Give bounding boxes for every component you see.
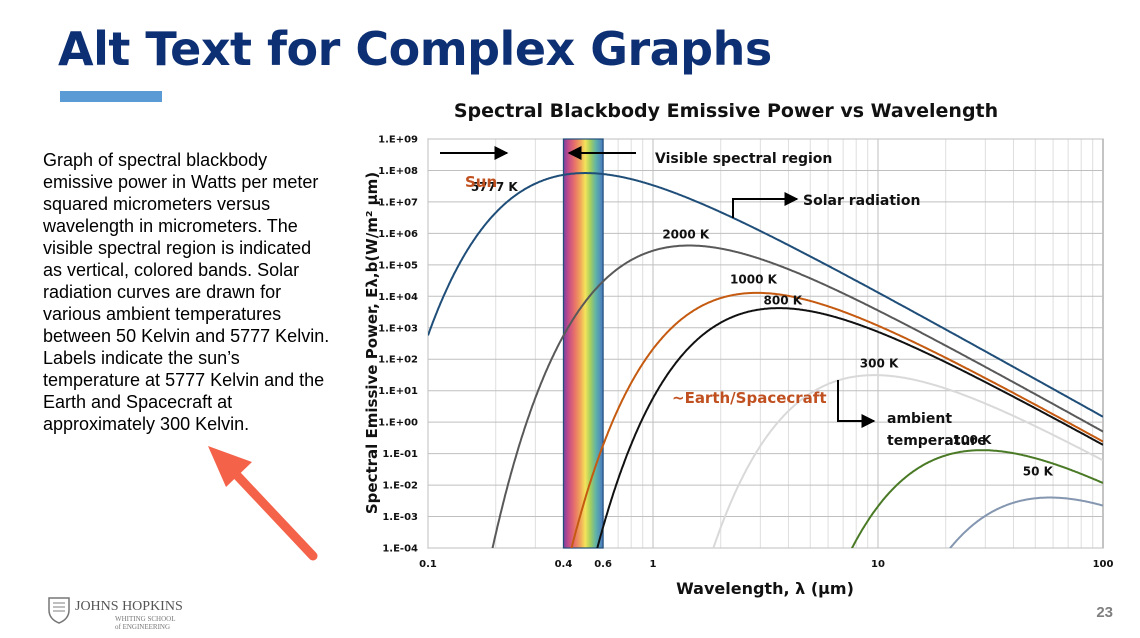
curve-100k bbox=[850, 449, 1103, 548]
y-tick-label: 1.E-03 bbox=[382, 512, 418, 523]
curve-5777k bbox=[428, 172, 1103, 418]
x-tick-label: 0.4 bbox=[555, 559, 573, 570]
curve-2000k bbox=[491, 244, 1103, 548]
y-tick-label: 1.E+03 bbox=[378, 323, 418, 334]
ambient-temperature-arrow bbox=[837, 380, 876, 428]
curve-label: 800 K bbox=[764, 293, 803, 307]
sun-label: Sun bbox=[465, 173, 497, 191]
pointer-arrow bbox=[208, 446, 318, 561]
curve-label: 100 K bbox=[953, 433, 992, 447]
x-axis-label: Wavelength, λ (μm) bbox=[676, 579, 854, 598]
jhu-logo: JOHNS HOPKINS WHITING SCHOOL of ENGINEER… bbox=[48, 597, 183, 631]
y-tick-label: 1.E+09 bbox=[378, 135, 418, 146]
page-number: 23 bbox=[1096, 604, 1113, 621]
x-tick-label: 100 bbox=[1093, 559, 1114, 570]
earth-spacecraft-label: ~Earth/Spacecraft bbox=[672, 389, 827, 407]
title-underline-bar bbox=[60, 91, 162, 102]
curve-label: 5777 K bbox=[471, 180, 519, 194]
logo-subtitle-1: WHITING SCHOOL bbox=[115, 615, 175, 623]
x-tick-labels: 0.1 1 10 100 0.4 0.6 bbox=[419, 559, 1113, 570]
solar-radiation-label: Solar radiation bbox=[803, 193, 920, 209]
curve-label: 1000 K bbox=[730, 272, 778, 286]
curves bbox=[428, 172, 1103, 548]
curve-label: 300 K bbox=[860, 356, 899, 370]
curve-label: 2000 K bbox=[662, 227, 710, 241]
curve-labels: 5777 K 2000 K 1000 K 800 K 300 K 100 K 50 K bbox=[471, 180, 1054, 478]
y-tick-label: 1.E+06 bbox=[378, 229, 418, 240]
curve-label: 50 K bbox=[1023, 465, 1054, 479]
ambient-label-line1: ambient bbox=[887, 411, 952, 427]
curve-50k bbox=[948, 496, 1103, 548]
y-tick-label: 1.E+00 bbox=[378, 418, 418, 429]
y-tick-label: 1.E-02 bbox=[382, 481, 418, 492]
y-tick-labels: 1.E-04 1.E-03 1.E-02 1.E-01 1.E+00 1.E+01 1.E+… bbox=[378, 135, 418, 555]
x-tick-label: 1 bbox=[650, 559, 657, 570]
slide-title: Alt Text for Complex Graphs bbox=[58, 22, 772, 76]
logo-name: JOHNS HOPKINS bbox=[75, 599, 183, 614]
ambient-label-line2: temperature bbox=[887, 433, 987, 449]
plot-area bbox=[427, 138, 1104, 549]
shield-icon bbox=[48, 597, 70, 624]
x-tick-label: 0.1 bbox=[419, 559, 437, 570]
y-tick-label: 1.E-04 bbox=[382, 544, 418, 555]
y-axis-label: Spectral Emissive Power, Eλ,b(W/m² μm) bbox=[363, 172, 381, 514]
chart-title: Spectral Blackbody Emissive Power vs Wav… bbox=[454, 100, 998, 122]
alt-text-description: Graph of spectral blackbody emissive pow… bbox=[43, 150, 330, 434]
x-tick-label: 10 bbox=[871, 559, 885, 570]
curve-1000k bbox=[570, 291, 1103, 548]
visible-spectral-band bbox=[562, 138, 604, 549]
y-tick-label: 1.E+05 bbox=[378, 260, 418, 271]
solar-radiation-arrow bbox=[732, 192, 799, 218]
visible-region-label: Visible spectral region bbox=[655, 151, 832, 167]
curve-800k bbox=[596, 307, 1103, 548]
y-tick-label: 1.E+04 bbox=[378, 292, 418, 303]
y-tick-label: 1.E+01 bbox=[378, 386, 418, 397]
y-tick-label: 1.E+02 bbox=[378, 355, 418, 366]
y-tick-label: 1.E+07 bbox=[378, 197, 418, 208]
curve-300k bbox=[712, 374, 1103, 548]
logo-subtitle-2: of ENGINEERING bbox=[115, 623, 170, 631]
x-tick-label: 0.6 bbox=[594, 559, 612, 570]
y-tick-label: 1.E+08 bbox=[378, 166, 418, 177]
y-tick-label: 1.E-01 bbox=[382, 449, 418, 460]
